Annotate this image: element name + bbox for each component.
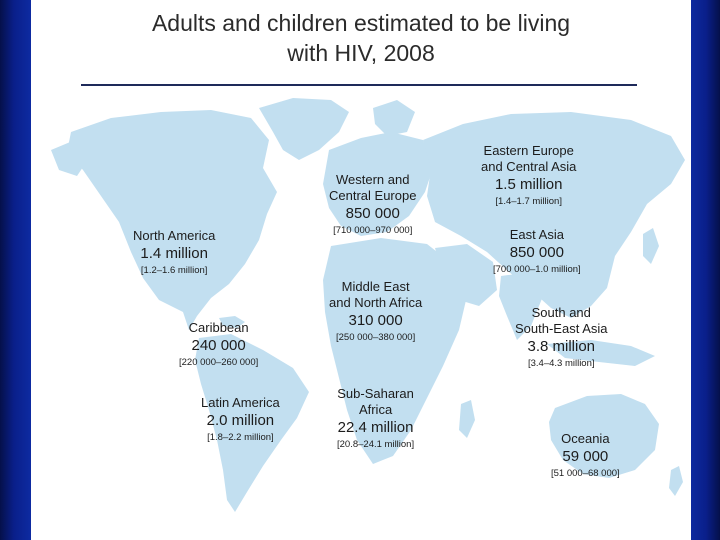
region-name-line-2: and North Africa: [329, 295, 423, 310]
region-name-line-1: South and: [531, 305, 591, 320]
title-divider: [81, 84, 637, 86]
region-value: 1.5 million: [494, 176, 563, 193]
indonesia-shape: [547, 340, 655, 366]
region-label-caribbean: Caribbean 240 000 [220 000–260 000]: [179, 320, 258, 369]
region-name-line-2: South-East Asia: [515, 321, 608, 336]
australia-shape: [549, 394, 659, 478]
asia-shape: [423, 112, 685, 318]
region-range: [1.4–1.7 million]: [495, 196, 562, 207]
region-value: 310 000: [348, 312, 403, 329]
region-label-eastern-europe-central-asia: Eastern Europe and Central Asia 1.5 mill…: [481, 143, 576, 208]
region-range: [3.4–4.3 million]: [527, 358, 595, 369]
caribbean-shape: [219, 316, 245, 328]
region-value: 3.8 million: [527, 338, 596, 355]
region-value: 850 000: [509, 244, 564, 261]
region-name-line-1: Eastern Europe: [483, 143, 574, 158]
region-label-south-southeast-asia: South and South-East Asia 3.8 million [3…: [515, 305, 608, 370]
map-title: Adults and children estimated to be livi…: [31, 8, 691, 68]
region-name: North America: [133, 228, 216, 243]
alaska-shape: [51, 140, 89, 176]
region-label-western-central-europe: Western and Central Europe 850 000 [710 …: [329, 172, 416, 237]
region-name-line-1: Sub-Saharan: [337, 386, 414, 401]
slide: Adults and children estimated to be livi…: [31, 0, 691, 540]
japan-shape: [643, 228, 659, 264]
title-line-1: Adults and children estimated to be livi…: [151, 10, 571, 36]
region-name-line-1: Western and: [335, 172, 410, 187]
new-zealand-shape: [669, 466, 683, 496]
greenland-shape: [259, 98, 349, 160]
region-range: [710 000–970 000]: [333, 225, 413, 236]
middle-east-shape: [435, 244, 497, 306]
region-name: East Asia: [509, 227, 564, 242]
north-america-shape: [67, 110, 277, 330]
region-label-oceania: Oceania 59 000 [51 000–68 000]: [551, 431, 620, 480]
region-label-sub-saharan-africa: Sub-Saharan Africa 22.4 million [20.8–24…: [337, 386, 414, 451]
region-name-line-1: Middle East: [341, 279, 410, 294]
region-name-line-2: and Central Asia: [481, 159, 577, 174]
region-range: [51 000–68 000]: [551, 468, 620, 479]
region-range: [1.2–1.6 million]: [140, 265, 208, 276]
region-value: 240 000: [191, 337, 246, 354]
world-map: [51, 98, 685, 512]
region-label-middle-east-north-africa: Middle East and North Africa 310 000 [25…: [329, 279, 422, 344]
region-value: 22.4 million: [337, 419, 414, 436]
region-name: Caribbean: [188, 320, 249, 335]
region-value: 2.0 million: [206, 412, 275, 429]
region-range: [20.8–24.1 million]: [337, 439, 415, 450]
region-label-latin-america: Latin America 2.0 million [1.8–2.2 milli…: [201, 395, 280, 444]
south-america-shape: [195, 334, 309, 512]
title-line-2: with HIV, 2008: [287, 40, 435, 66]
region-range: [220 000–260 000]: [179, 357, 259, 368]
madagascar-shape: [459, 400, 475, 438]
region-label-north-america: North America 1.4 million [1.2–1.6 milli…: [133, 228, 215, 277]
region-range: [250 000–380 000]: [335, 332, 416, 343]
region-range: [1.8–2.2 million]: [207, 432, 274, 443]
region-name: Latin America: [201, 395, 280, 410]
region-name-line-2: Africa: [358, 402, 393, 417]
region-value: 850 000: [345, 205, 400, 222]
region-name-line-2: Central Europe: [329, 188, 417, 203]
region-label-east-asia: East Asia 850 000 [700 000–1.0 million]: [493, 227, 581, 276]
africa-shape: [323, 238, 467, 464]
region-value: 59 000: [562, 448, 609, 465]
scandinavia-shape: [373, 100, 415, 136]
india-shape: [499, 272, 543, 340]
region-range: [700 000–1.0 million]: [493, 264, 581, 275]
europe-shape: [323, 132, 433, 236]
region-name: Oceania: [561, 431, 610, 446]
region-value: 1.4 million: [140, 245, 208, 262]
